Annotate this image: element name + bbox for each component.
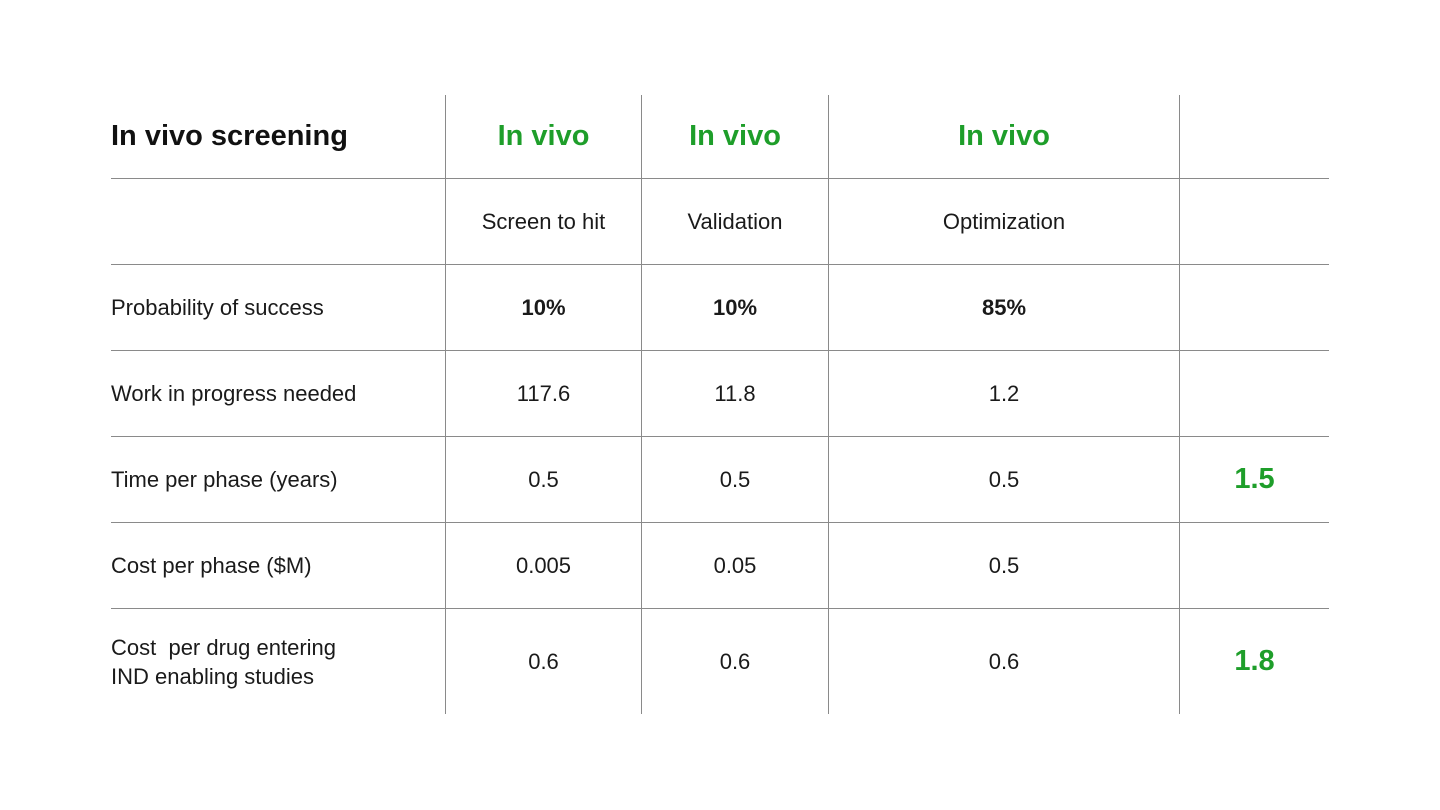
stage-header-2: In vivo bbox=[641, 95, 828, 179]
row-label-cost-phase: Cost per phase ($M) bbox=[111, 523, 445, 609]
probability-screen-to-hit: 10% bbox=[445, 265, 641, 351]
phase-name-optimization: Optimization bbox=[828, 179, 1179, 265]
time-screen-to-hit: 0.5 bbox=[445, 437, 641, 523]
stage-header-3: In vivo bbox=[828, 95, 1179, 179]
screening-table: In vivo screening In vivo In vivo In viv… bbox=[111, 95, 1329, 714]
total-header-empty bbox=[1179, 95, 1329, 179]
time-total: 1.5 bbox=[1179, 437, 1329, 523]
row-label-time: Time per phase (years) bbox=[111, 437, 445, 523]
cost-optimization: 0.5 bbox=[828, 523, 1179, 609]
time-validation: 0.5 bbox=[641, 437, 828, 523]
cost-per-drug-validation: 0.6 bbox=[641, 609, 828, 714]
cost-validation: 0.05 bbox=[641, 523, 828, 609]
cost-per-drug-optimization: 0.6 bbox=[828, 609, 1179, 714]
probability-validation: 10% bbox=[641, 265, 828, 351]
wip-total bbox=[1179, 351, 1329, 437]
cost-per-drug-screen-to-hit: 0.6 bbox=[445, 609, 641, 714]
cost-per-drug-total: 1.8 bbox=[1179, 609, 1329, 714]
phase-total-empty bbox=[1179, 179, 1329, 265]
probability-total bbox=[1179, 265, 1329, 351]
cost-per-drug-label-line-1: Cost per drug entering bbox=[111, 634, 337, 660]
row-label-cost-per-drug: Cost per drug entering IND enabling stud… bbox=[111, 609, 445, 714]
wip-optimization: 1.2 bbox=[828, 351, 1179, 437]
cost-screen-to-hit: 0.005 bbox=[445, 523, 641, 609]
stage-header-1: In vivo bbox=[445, 95, 641, 179]
cost-per-drug-label-line-2: IND enabling studies bbox=[111, 663, 315, 689]
time-optimization: 0.5 bbox=[828, 437, 1179, 523]
row-label-wip: Work in progress needed bbox=[111, 351, 445, 437]
probability-optimization: 85% bbox=[828, 265, 1179, 351]
cost-phase-total bbox=[1179, 523, 1329, 609]
phase-name-validation: Validation bbox=[641, 179, 828, 265]
phase-row-label-empty bbox=[111, 179, 445, 265]
table-title: In vivo screening bbox=[111, 95, 445, 179]
phase-name-screen-to-hit: Screen to hit bbox=[445, 179, 641, 265]
wip-validation: 11.8 bbox=[641, 351, 828, 437]
row-label-probability: Probability of success bbox=[111, 265, 445, 351]
wip-screen-to-hit: 117.6 bbox=[445, 351, 641, 437]
